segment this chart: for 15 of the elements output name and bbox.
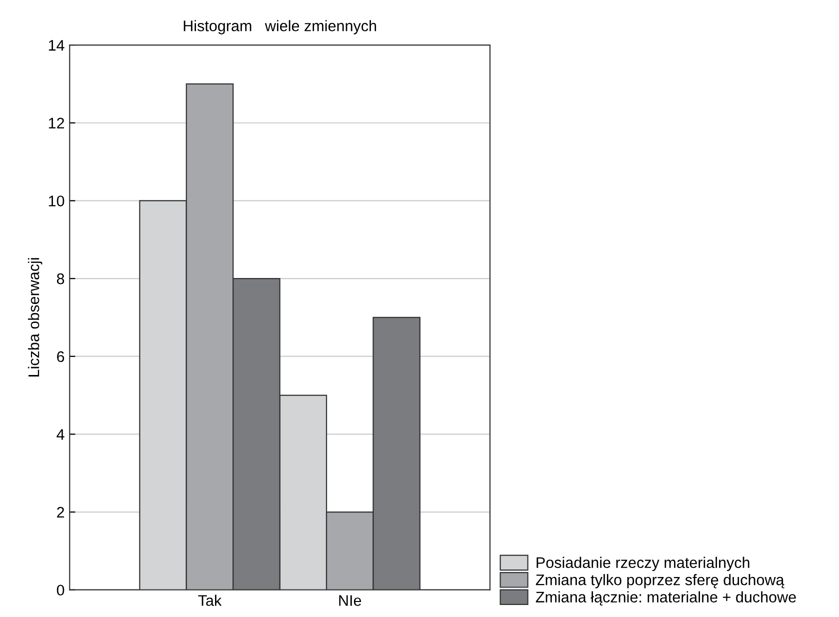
y-tick-label: 4 — [56, 429, 64, 440]
y-tick-label: 6 — [57, 351, 64, 362]
y-tick-label: 14 — [48, 40, 64, 51]
y-tick-label: 8 — [56, 273, 64, 284]
legend-label: Posiadanie rzeczy materialnych — [536, 556, 750, 572]
legend-label: Zmiana łącznie: materialne + duchowe — [536, 591, 796, 606]
chart-title: Histogram wiele zmiennych — [184, 20, 376, 34]
y-tick-label: 0 — [56, 584, 64, 596]
x-tick-label: Tak — [198, 594, 222, 606]
x-tick-label: NIe — [339, 595, 362, 606]
y-tick-label: 2 — [57, 506, 64, 518]
y-tick-label: 10 — [48, 196, 64, 206]
legend-label: Zmiana tylko poprzez sferę duchową — [536, 574, 784, 588]
y-tick-label: 12 — [48, 118, 64, 128]
y-axis-title: Liczba obserwacji — [28, 258, 42, 376]
